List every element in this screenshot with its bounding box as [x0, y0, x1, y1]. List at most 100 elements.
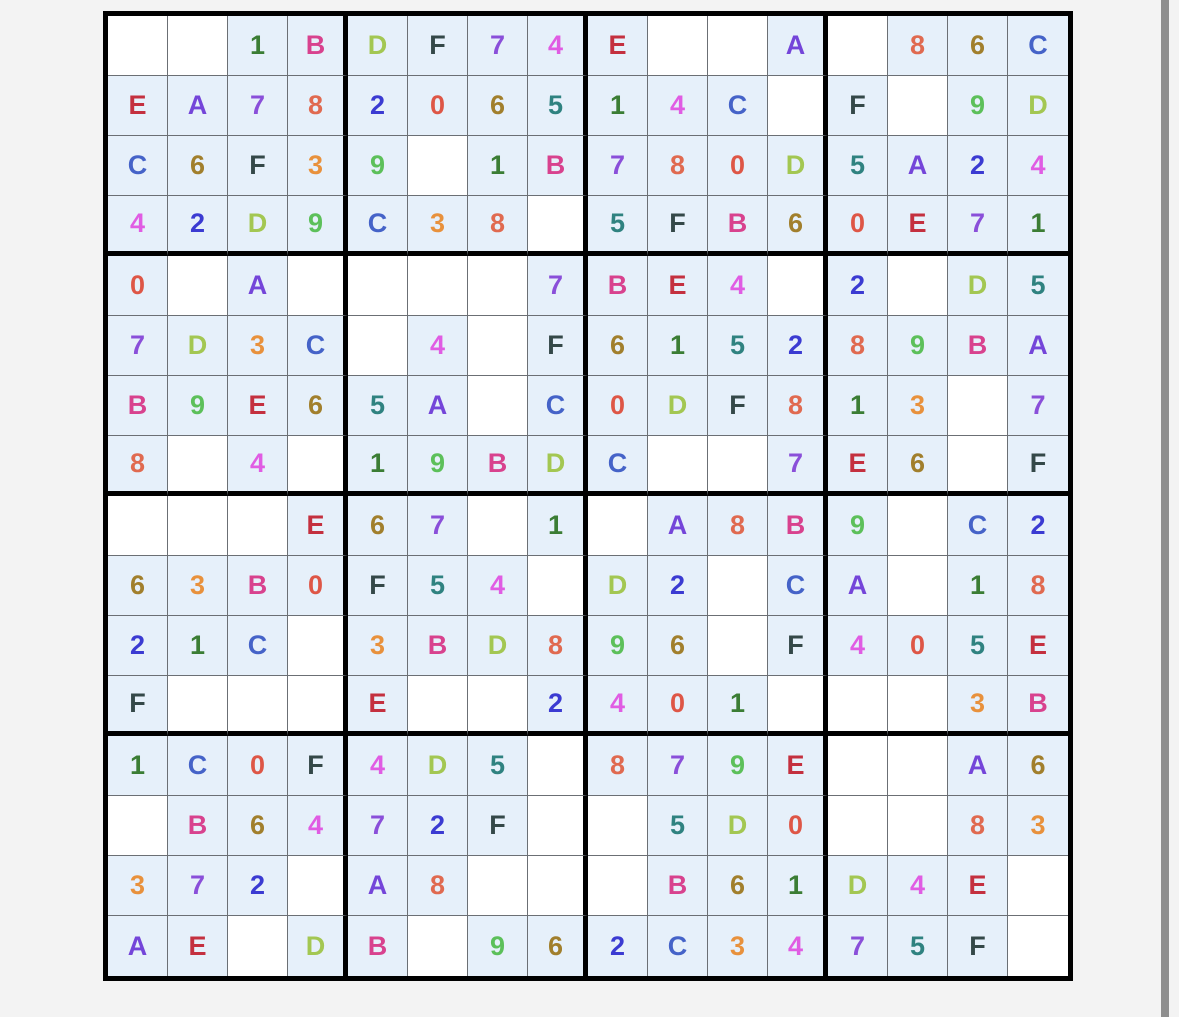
sudoku-cell-given[interactable]: 8: [888, 16, 948, 76]
sudoku-cell-given[interactable]: 0: [288, 556, 348, 616]
sudoku-cell-given[interactable]: 8: [408, 856, 468, 916]
sudoku-cell-given[interactable]: 2: [408, 796, 468, 856]
sudoku-cell-given[interactable]: D: [468, 616, 528, 676]
sudoku-cell-given[interactable]: 7: [408, 496, 468, 556]
sudoku-cell-given[interactable]: 7: [828, 916, 888, 976]
sudoku-cell-given[interactable]: F: [408, 16, 468, 76]
sudoku-cell-given[interactable]: B: [1008, 676, 1068, 736]
sudoku-cell-empty[interactable]: [888, 256, 948, 316]
sudoku-cell-given[interactable]: D: [408, 736, 468, 796]
sudoku-cell-given[interactable]: 4: [228, 436, 288, 496]
sudoku-cell-empty[interactable]: [168, 16, 228, 76]
sudoku-cell-given[interactable]: 1: [768, 856, 828, 916]
sudoku-cell-given[interactable]: 3: [168, 556, 228, 616]
sudoku-cell-empty[interactable]: [348, 316, 408, 376]
sudoku-cell-given[interactable]: 0: [708, 136, 768, 196]
sudoku-cell-given[interactable]: C: [948, 496, 1008, 556]
sudoku-cell-given[interactable]: D: [588, 556, 648, 616]
sudoku-cell-given[interactable]: 9: [888, 316, 948, 376]
sudoku-cell-given[interactable]: 6: [708, 856, 768, 916]
sudoku-cell-empty[interactable]: [888, 556, 948, 616]
sudoku-cell-empty[interactable]: [1008, 916, 1068, 976]
sudoku-cell-empty[interactable]: [528, 736, 588, 796]
sudoku-cell-given[interactable]: 8: [708, 496, 768, 556]
sudoku-cell-given[interactable]: 6: [768, 196, 828, 256]
sudoku-cell-given[interactable]: 7: [468, 16, 528, 76]
sudoku-cell-empty[interactable]: [528, 796, 588, 856]
sudoku-cell-given[interactable]: B: [648, 856, 708, 916]
sudoku-cell-empty[interactable]: [408, 256, 468, 316]
sudoku-cell-given[interactable]: 3: [408, 196, 468, 256]
sudoku-cell-given[interactable]: 7: [348, 796, 408, 856]
sudoku-cell-given[interactable]: 5: [528, 76, 588, 136]
sudoku-cell-empty[interactable]: [888, 76, 948, 136]
sudoku-cell-given[interactable]: C: [348, 196, 408, 256]
sudoku-cell-given[interactable]: 0: [228, 736, 288, 796]
sudoku-cell-given[interactable]: F: [828, 76, 888, 136]
sudoku-cell-given[interactable]: C: [288, 316, 348, 376]
sudoku-cell-given[interactable]: D: [768, 136, 828, 196]
sudoku-cell-given[interactable]: 2: [768, 316, 828, 376]
sudoku-cell-given[interactable]: 1: [528, 496, 588, 556]
sudoku-cell-given[interactable]: A: [768, 16, 828, 76]
sudoku-cell-given[interactable]: 6: [348, 496, 408, 556]
sudoku-cell-empty[interactable]: [468, 316, 528, 376]
sudoku-cell-given[interactable]: A: [348, 856, 408, 916]
sudoku-cell-given[interactable]: A: [948, 736, 1008, 796]
sudoku-cell-empty[interactable]: [228, 916, 288, 976]
sudoku-cell-given[interactable]: C: [228, 616, 288, 676]
sudoku-cell-given[interactable]: 8: [1008, 556, 1068, 616]
sudoku-cell-given[interactable]: 4: [348, 736, 408, 796]
sudoku-cell-empty[interactable]: [108, 16, 168, 76]
sudoku-cell-given[interactable]: F: [288, 736, 348, 796]
sudoku-cell-given[interactable]: C: [168, 736, 228, 796]
sudoku-cell-given[interactable]: 8: [648, 136, 708, 196]
sudoku-cell-given[interactable]: A: [888, 136, 948, 196]
sudoku-cell-given[interactable]: 5: [888, 916, 948, 976]
sudoku-cell-given[interactable]: 4: [768, 916, 828, 976]
sudoku-cell-given[interactable]: F: [648, 196, 708, 256]
sudoku-cell-given[interactable]: 5: [948, 616, 1008, 676]
sudoku-cell-given[interactable]: 0: [108, 256, 168, 316]
sudoku-cell-given[interactable]: 2: [168, 196, 228, 256]
sudoku-cell-given[interactable]: 1: [828, 376, 888, 436]
sudoku-cell-given[interactable]: 8: [468, 196, 528, 256]
sudoku-cell-given[interactable]: B: [768, 496, 828, 556]
sudoku-cell-given[interactable]: A: [108, 916, 168, 976]
sudoku-cell-given[interactable]: 1: [588, 76, 648, 136]
sudoku-cell-given[interactable]: A: [408, 376, 468, 436]
sudoku-cell-given[interactable]: 4: [588, 676, 648, 736]
sudoku-cell-empty[interactable]: [768, 676, 828, 736]
sudoku-cell-given[interactable]: A: [648, 496, 708, 556]
sudoku-cell-given[interactable]: 8: [528, 616, 588, 676]
sudoku-cell-empty[interactable]: [708, 616, 768, 676]
sudoku-cell-empty[interactable]: [588, 856, 648, 916]
sudoku-cell-given[interactable]: 3: [348, 616, 408, 676]
sudoku-cell-given[interactable]: 5: [468, 736, 528, 796]
sudoku-cell-given[interactable]: 1: [1008, 196, 1068, 256]
sudoku-cell-given[interactable]: 2: [348, 76, 408, 136]
sudoku-cell-given[interactable]: B: [288, 16, 348, 76]
sudoku-cell-given[interactable]: 2: [1008, 496, 1068, 556]
sudoku-cell-given[interactable]: B: [948, 316, 1008, 376]
sudoku-cell-given[interactable]: 1: [948, 556, 1008, 616]
sudoku-cell-given[interactable]: 1: [168, 616, 228, 676]
sudoku-cell-given[interactable]: 6: [108, 556, 168, 616]
sudoku-cell-given[interactable]: 9: [348, 136, 408, 196]
sudoku-cell-empty[interactable]: [168, 496, 228, 556]
sudoku-cell-empty[interactable]: [948, 436, 1008, 496]
sudoku-cell-given[interactable]: 7: [648, 736, 708, 796]
sudoku-cell-given[interactable]: 9: [708, 736, 768, 796]
sudoku-cell-given[interactable]: B: [708, 196, 768, 256]
sudoku-cell-given[interactable]: 9: [588, 616, 648, 676]
sudoku-cell-empty[interactable]: [528, 856, 588, 916]
sudoku-cell-empty[interactable]: [588, 796, 648, 856]
sudoku-cell-given[interactable]: 0: [888, 616, 948, 676]
sudoku-cell-given[interactable]: 1: [348, 436, 408, 496]
sudoku-cell-given[interactable]: 5: [648, 796, 708, 856]
sudoku-cell-given[interactable]: 3: [1008, 796, 1068, 856]
sudoku-cell-empty[interactable]: [288, 256, 348, 316]
sudoku-cell-given[interactable]: 8: [828, 316, 888, 376]
sudoku-cell-given[interactable]: F: [528, 316, 588, 376]
sudoku-cell-given[interactable]: 9: [408, 436, 468, 496]
